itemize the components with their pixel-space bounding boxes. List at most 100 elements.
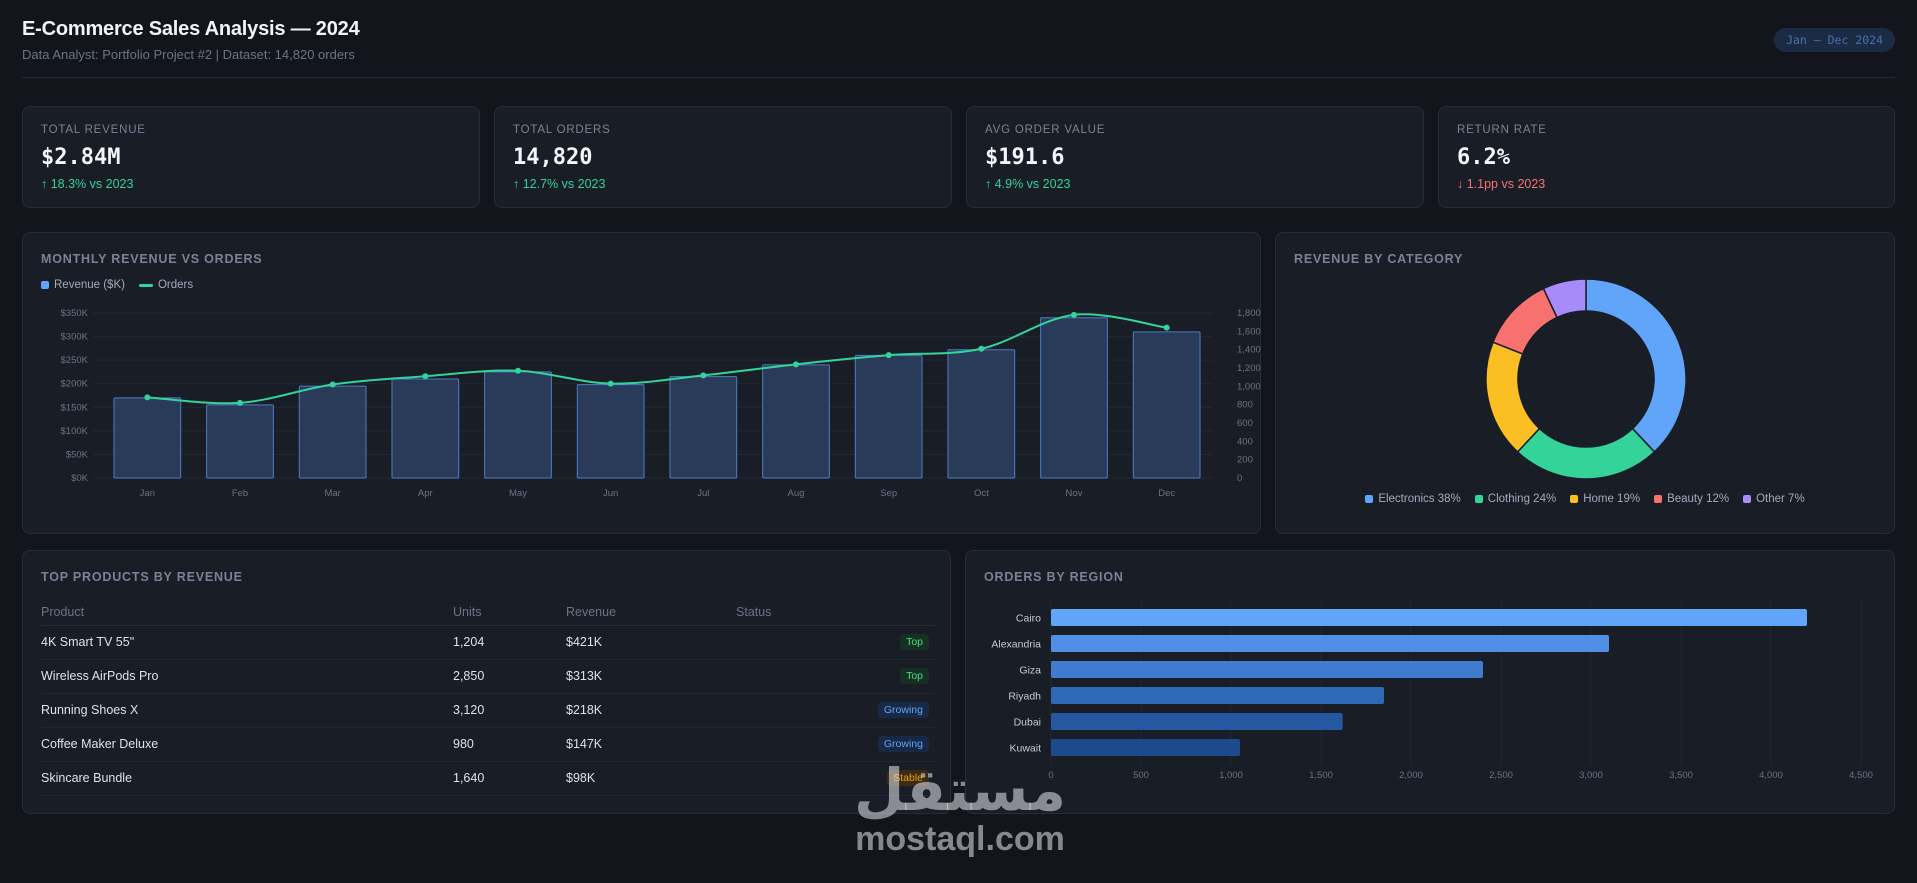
- y-left-tick-label: $150K: [61, 402, 89, 413]
- orders-point: [978, 345, 985, 352]
- region-title: ORDERS BY REGION: [984, 570, 1124, 584]
- donut-slice-other: [1542, 278, 1587, 319]
- x-tick-label: 2,000: [1399, 770, 1423, 781]
- y-left-tick-label: $50K: [66, 449, 89, 460]
- legend-item-electronics[interactable]: Electronics 38%: [1365, 493, 1461, 505]
- x-tick-label: 1,500: [1309, 770, 1333, 781]
- x-tick-label: 0: [1048, 770, 1053, 781]
- legend-swatch: [1654, 495, 1663, 503]
- cell-status: Stable: [736, 761, 935, 796]
- cell-units: 1,204: [453, 625, 566, 660]
- category-legend: Electronics 38% Clothing 24% Home 19% Beaut…: [1276, 493, 1894, 505]
- table-row[interactable]: 4K Smart TV 55" 1,204 $421K Top: [41, 625, 935, 660]
- y-right-tick-label: 600: [1237, 418, 1253, 429]
- y-right-tick-label: 0: [1237, 473, 1242, 484]
- x-tick-label: Feb: [232, 488, 248, 499]
- column-header-product[interactable]: Product: [41, 599, 453, 626]
- revenue-bar: [1132, 331, 1201, 479]
- monthly-chart-legend: Revenue ($K) Orders: [41, 279, 193, 291]
- legend-item-beauty[interactable]: Beauty 12%: [1654, 493, 1729, 505]
- table-row[interactable]: Wireless AirPods Pro 2,850 $313K Top: [41, 659, 935, 694]
- region-label: Giza: [1019, 665, 1041, 677]
- table-row[interactable]: Coffee Maker Deluxe 980 $147K Growing: [41, 727, 935, 762]
- y-right-tick-label: 1,800: [1237, 308, 1261, 319]
- orders-point: [793, 361, 799, 368]
- legend-item-clothing[interactable]: Clothing 24%: [1474, 493, 1556, 505]
- revenue-bar: [762, 364, 830, 479]
- y-left-tick-label: $200K: [61, 379, 89, 390]
- region-bar: [1051, 687, 1384, 704]
- monthly-revenue-card: MONTHLY REVENUE VS ORDERS Revenue ($K) O…: [22, 232, 1261, 534]
- y-left-tick-label: $250K: [61, 355, 89, 366]
- column-header-revenue[interactable]: Revenue: [566, 599, 736, 626]
- kpi-value: 14,820: [513, 145, 593, 170]
- y-right-tick-label: 1,400: [1237, 345, 1261, 356]
- kpi-label: AVG ORDER VALUE: [985, 124, 1106, 136]
- legend-swatch: [1570, 495, 1579, 503]
- cell-revenue: $98K: [566, 761, 736, 796]
- monthly-revenue-chart: $0K $50K $100K $150K $200K $250K $300K $350K 0 20…: [61, 308, 1261, 499]
- kpi-label: TOTAL REVENUE: [41, 124, 146, 136]
- legend-label-orders: Orders: [157, 279, 194, 291]
- dashboard-header: E-Commerce Sales Analysis — 2024 Data An…: [22, 18, 1895, 78]
- legend-item-revenue[interactable]: Revenue ($K): [41, 279, 125, 291]
- legend-swatch: [1743, 495, 1752, 503]
- legend-item-home[interactable]: Home 19%: [1570, 493, 1640, 505]
- y-right-tick-label: 1,200: [1237, 363, 1261, 374]
- region-bar: [1051, 635, 1609, 652]
- table-row[interactable]: Skincare Bundle 1,640 $98K Stable: [41, 761, 935, 796]
- x-tick-label: Jun: [603, 488, 618, 499]
- cell-status: Growing: [736, 693, 935, 728]
- x-tick-label: 3,500: [1669, 770, 1693, 781]
- y-right-tick-label: 400: [1237, 436, 1253, 447]
- revenue-bar: [854, 354, 923, 479]
- orders-by-region-chart: 0 500 1,000 1,500 2,000 2,500 3,000 3,500 4,000 4…: [991, 601, 1873, 781]
- status-badge: Top: [900, 634, 929, 650]
- donut-slice-clothing: [1516, 427, 1656, 480]
- cell-revenue: $147K: [566, 727, 736, 762]
- orders-point: [885, 352, 892, 359]
- status-badge: Stable: [887, 770, 929, 786]
- column-header-units[interactable]: Units: [453, 599, 566, 626]
- orders-point: [1071, 311, 1077, 318]
- region-label: Kuwait: [1009, 743, 1041, 755]
- x-tick-label: 2,500: [1489, 770, 1513, 781]
- region-label: Dubai: [1014, 717, 1041, 729]
- cell-units: 980: [453, 727, 566, 762]
- category-chart-title: REVENUE BY CATEGORY: [1294, 252, 1464, 266]
- table-header-row: Product Units Revenue Status: [41, 599, 935, 626]
- region-bar: [1051, 661, 1483, 678]
- x-tick-label: 3,000: [1579, 770, 1603, 781]
- x-tick-label: 4,000: [1759, 770, 1783, 781]
- top-products-card: TOP PRODUCTS BY REVENUE Product Units Re…: [22, 550, 951, 814]
- cell-revenue: $218K: [566, 693, 736, 728]
- page-title: E-Commerce Sales Analysis — 2024: [22, 18, 360, 40]
- cell-product: Running Shoes X: [41, 693, 453, 728]
- y-right-tick-label: 1,000: [1237, 381, 1261, 392]
- x-tick-label: Nov: [1066, 488, 1083, 499]
- x-tick-label: Apr: [418, 488, 433, 499]
- kpi-delta: ↑ 4.9% vs 2023: [985, 177, 1071, 191]
- date-range-badge[interactable]: Jan – Dec 2024: [1774, 28, 1895, 52]
- revenue-bar: [206, 404, 274, 479]
- x-tick-label: 1,000: [1219, 770, 1243, 781]
- kpi-card-total-revenue: TOTAL REVENUE $2.84M ↑ 18.3% vs 2023: [22, 106, 480, 208]
- legend-item-other[interactable]: Other 7%: [1743, 493, 1805, 505]
- kpi-value: 6.2%: [1457, 145, 1510, 170]
- column-header-status[interactable]: Status: [736, 599, 935, 626]
- x-tick-label: 500: [1133, 770, 1149, 781]
- table-row[interactable]: Running Shoes X 3,120 $218K Growing: [41, 693, 935, 728]
- kpi-label: TOTAL ORDERS: [513, 124, 611, 136]
- cell-revenue: $421K: [566, 625, 736, 660]
- legend-item-orders[interactable]: Orders: [138, 279, 194, 291]
- legend-swatch: [1365, 495, 1374, 503]
- revenue-bar: [1040, 317, 1108, 479]
- donut-slice-home: [1485, 341, 1541, 453]
- legend-label: Electronics 38%: [1378, 493, 1461, 505]
- orders-line: [147, 313, 1167, 405]
- kpi-card-return-rate: RETURN RATE 6.2% ↓ 1.1pp vs 2023: [1438, 106, 1895, 208]
- region-bar: [1051, 609, 1807, 626]
- cell-revenue: $313K: [566, 659, 736, 694]
- region-label: Alexandria: [991, 639, 1041, 651]
- x-tick-label: May: [509, 488, 527, 499]
